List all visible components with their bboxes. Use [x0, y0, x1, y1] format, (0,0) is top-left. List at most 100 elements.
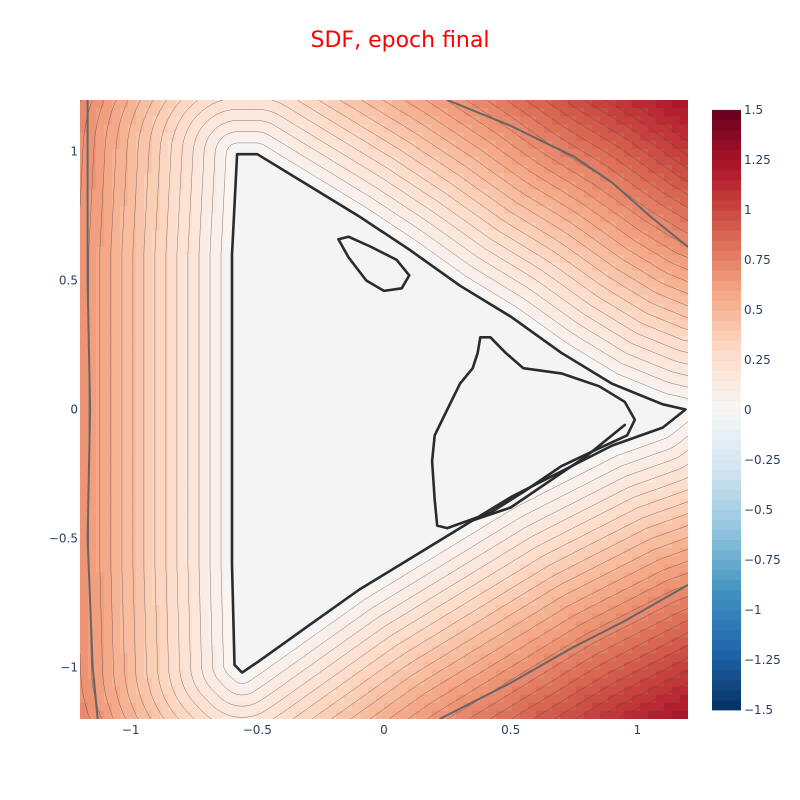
contour-cell — [168, 197, 177, 207]
contour-cell — [528, 254, 537, 264]
contour-cell — [544, 580, 553, 590]
contour-cell — [96, 547, 105, 557]
contour-cell — [480, 613, 489, 622]
contour-fill — [80, 100, 688, 719]
contour-cell — [376, 385, 385, 394]
contour-cell — [424, 238, 433, 248]
contour-cell — [576, 189, 585, 199]
contour-cell — [376, 189, 385, 199]
contour-cell — [392, 336, 401, 345]
contour-cell — [272, 637, 281, 647]
contour-cell — [576, 490, 585, 500]
contour-cell — [408, 547, 417, 557]
contour-cell — [384, 515, 393, 525]
contour-cell — [120, 425, 129, 435]
contour-cell — [280, 189, 289, 199]
contour-cell — [336, 173, 345, 183]
contour-cell — [184, 458, 193, 468]
contour-cell — [280, 262, 289, 272]
contour-cell — [552, 409, 561, 419]
contour-cell — [512, 694, 521, 704]
contour-cell — [376, 165, 385, 174]
contour-cell — [288, 580, 297, 590]
contour-cell — [184, 271, 193, 280]
contour-cell — [240, 661, 249, 671]
contour-cell — [176, 507, 185, 516]
contour-cell — [560, 580, 569, 590]
contour-cell — [224, 588, 233, 598]
contour-cell — [192, 401, 201, 411]
contour-cell — [288, 262, 297, 272]
contour-cell — [80, 303, 89, 313]
contour-cell — [408, 515, 417, 525]
contour-cell — [216, 637, 225, 647]
contour-cell — [384, 539, 393, 549]
contour-cell — [128, 100, 137, 109]
contour-cell — [96, 311, 105, 321]
contour-cell — [104, 344, 113, 354]
contour-cell — [160, 417, 169, 427]
contour-cell — [384, 303, 393, 313]
contour-cell — [144, 409, 153, 419]
contour-cell — [432, 116, 441, 126]
contour-cell — [144, 352, 153, 362]
contour-cell — [440, 474, 449, 484]
contour-cell — [160, 613, 169, 622]
contour-cell — [504, 621, 513, 630]
contour-cell — [408, 580, 417, 590]
contour-cell — [248, 572, 257, 582]
contour-cell — [168, 181, 177, 191]
contour-cell — [392, 148, 401, 158]
contour-cell — [464, 702, 473, 712]
contour-cell — [112, 458, 121, 468]
contour-cell — [264, 360, 273, 370]
contour-cell — [360, 124, 369, 134]
contour-cell — [168, 580, 177, 590]
contour-cell — [168, 417, 177, 427]
contour-cell — [464, 588, 473, 598]
contour-cell — [248, 547, 257, 557]
contour-cell — [112, 442, 121, 451]
contour-cell — [272, 352, 281, 362]
contour-cell — [304, 442, 313, 451]
contour-cell — [416, 279, 425, 288]
contour-cell — [232, 230, 241, 240]
contour-cell — [576, 637, 585, 647]
contour-cell — [312, 466, 321, 476]
contour-cell — [432, 271, 441, 280]
contour-cell — [312, 222, 321, 231]
contour-cell — [416, 295, 425, 305]
contour-cell — [424, 311, 433, 321]
contour-cell — [312, 425, 321, 435]
contour-cell — [600, 311, 609, 321]
contour-cell — [88, 433, 97, 443]
contour-cell — [256, 336, 265, 345]
contour-cell — [496, 279, 505, 288]
contour-cell — [264, 556, 273, 565]
contour-cell — [504, 629, 513, 639]
contour-cell — [104, 197, 113, 207]
contour-cell — [288, 205, 297, 215]
contour-cell — [544, 287, 553, 297]
contour-cell — [312, 360, 321, 370]
contour-cell — [248, 645, 257, 655]
contour-cell — [488, 694, 497, 704]
contour-cell — [544, 271, 553, 280]
contour-cell — [296, 499, 305, 508]
contour-cell — [344, 458, 353, 468]
contour-cell — [504, 556, 513, 565]
contour-cell — [320, 132, 329, 142]
contour-cell — [160, 499, 169, 508]
contour-cell — [120, 450, 129, 459]
contour-cell — [384, 368, 393, 378]
contour-cell — [336, 409, 345, 419]
contour-cell — [472, 100, 481, 109]
contour-cell — [320, 442, 329, 451]
contour-cell — [480, 108, 489, 117]
contour-cell — [208, 466, 217, 476]
contour-cell — [472, 458, 481, 468]
contour-cell — [568, 311, 577, 321]
contour-cell — [312, 686, 321, 696]
contour-cell — [552, 458, 561, 468]
contour-cell — [152, 670, 161, 679]
